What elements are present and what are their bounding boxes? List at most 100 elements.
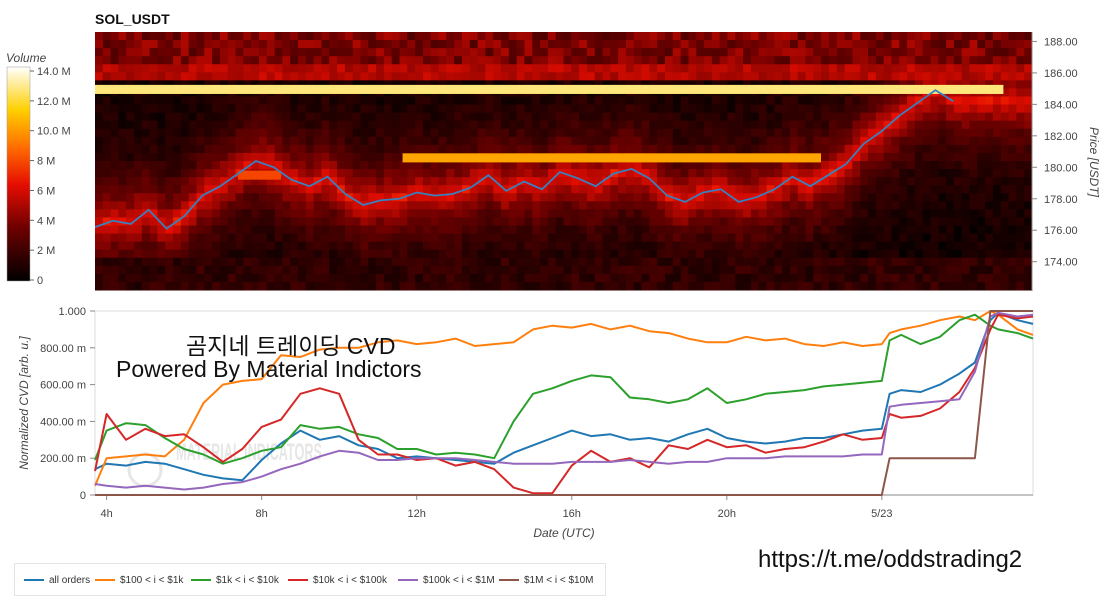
heatmap-cell xyxy=(922,64,931,73)
heatmap-cell xyxy=(391,152,401,162)
heatmap-cell xyxy=(196,241,205,251)
heatmap-cell xyxy=(579,136,588,146)
heatmap-cell xyxy=(102,104,112,114)
heatmap-cell xyxy=(219,144,229,154)
heatmap-cell xyxy=(696,193,705,202)
heatmap-cell xyxy=(290,40,299,49)
heatmap-cell xyxy=(594,273,604,283)
heatmap-cell xyxy=(774,265,783,275)
heatmap-cell xyxy=(446,40,455,49)
heatmap-cell xyxy=(477,136,486,146)
heatmap-cell xyxy=(735,185,744,194)
heatmap-cell xyxy=(586,72,596,81)
heatmap-cell xyxy=(446,185,455,194)
heatmap-cell xyxy=(165,72,174,81)
heatmap-cell xyxy=(95,72,104,81)
heatmap-cell xyxy=(235,209,244,218)
heatmap-cell xyxy=(907,281,916,291)
heatmap-cell xyxy=(298,217,307,226)
heatmap-cell xyxy=(961,161,971,170)
channel-url[interactable]: https://t.me/oddstrading2 xyxy=(758,546,1023,573)
heatmap-cell xyxy=(251,209,260,218)
heatmap-cell xyxy=(430,72,440,81)
heatmap-cell xyxy=(946,193,955,202)
heatmap-cell xyxy=(953,120,963,130)
heatmap-cell xyxy=(188,233,198,243)
heatmap-cell xyxy=(860,48,869,57)
heatmap-cell xyxy=(711,56,721,65)
heatmap-cell xyxy=(852,112,861,122)
heatmap-cell xyxy=(633,80,643,89)
legend-item-100-1k[interactable]: $100 < i < $1k xyxy=(95,575,183,586)
heatmap-cell xyxy=(173,56,182,65)
heatmap-cell xyxy=(969,177,978,186)
heatmap-cell xyxy=(313,281,322,291)
heatmap-cell xyxy=(930,96,939,106)
heatmap-cell xyxy=(337,201,346,210)
heatmap-cell xyxy=(219,80,229,89)
heatmap-cell xyxy=(618,201,627,210)
heatmap-cell xyxy=(907,112,916,122)
heatmap-cell xyxy=(610,48,619,57)
heatmap-cell xyxy=(805,209,814,218)
heatmap-cell xyxy=(212,185,221,194)
heatmap-cell xyxy=(571,201,580,210)
watermark-text: MATERIAL INDICATORS xyxy=(176,439,322,466)
heatmap-cell xyxy=(157,96,166,106)
heatmap-cell xyxy=(298,136,307,146)
heatmap-cell xyxy=(524,104,533,114)
heatmap-cell xyxy=(766,209,775,218)
heatmap-cell xyxy=(516,72,525,81)
heatmap-cell xyxy=(430,161,440,170)
heatmap-cell xyxy=(407,48,416,57)
heatmap-cell xyxy=(180,169,190,178)
heatmap-cell xyxy=(743,48,752,57)
heatmap-cell xyxy=(204,273,213,283)
legend-item-10k-100k[interactable]: $10k < i < $100k xyxy=(288,575,387,586)
heatmap-cell xyxy=(610,161,619,170)
heatmap-cell xyxy=(321,169,330,178)
heatmap-cell xyxy=(298,152,307,162)
heatmap-cell xyxy=(977,56,986,65)
heatmap-cell xyxy=(547,56,557,65)
heatmap-cell xyxy=(883,273,892,283)
heatmap-cell xyxy=(438,249,447,259)
heatmap-cell xyxy=(282,80,291,89)
heatmap-cell xyxy=(422,201,432,210)
heatmap-cell xyxy=(173,265,182,275)
heatmap-cell xyxy=(469,112,479,122)
heatmap-cell xyxy=(212,128,221,138)
heatmap-cell xyxy=(1008,64,1017,73)
heatmap-cell xyxy=(102,120,112,130)
heatmap-cell xyxy=(1008,249,1017,259)
heatmap-cell xyxy=(157,265,166,275)
heatmap-cell xyxy=(446,80,455,89)
heatmap-cell xyxy=(219,273,229,283)
legend-item-1k-10k[interactable]: $1k < i < $10k xyxy=(191,575,279,586)
heatmap-cell xyxy=(134,233,143,243)
heatmap-cell xyxy=(914,120,924,130)
legend-item-100k-1m[interactable]: $100k < i < $1M xyxy=(398,575,495,586)
heatmap-cell xyxy=(735,225,744,235)
heatmap-cell xyxy=(961,136,971,146)
heatmap-cell xyxy=(930,48,939,57)
heatmap-cell xyxy=(141,225,151,235)
heatmap-cell xyxy=(352,185,361,194)
heatmap-cell xyxy=(134,152,143,162)
legend-item-all-orders[interactable]: all orders xyxy=(24,575,90,586)
heatmap-cell xyxy=(563,40,572,49)
heatmap-cell xyxy=(907,217,916,226)
heatmap-cell xyxy=(407,209,416,218)
heatmap-cell xyxy=(493,265,502,275)
heatmap-cell xyxy=(493,193,502,202)
heatmap-cell xyxy=(422,233,432,243)
heatmap-cell xyxy=(711,249,721,259)
legend-item-1m-10m[interactable]: $1M < i < $10M xyxy=(499,575,593,586)
heatmap-cell xyxy=(852,144,861,154)
heatmap-cell xyxy=(704,72,713,81)
heatmap-cell xyxy=(594,72,604,81)
heatmap-cell xyxy=(329,217,338,226)
heatmap-cell xyxy=(735,144,744,154)
heatmap-cell xyxy=(165,56,174,65)
heatmap-cell xyxy=(610,217,619,226)
